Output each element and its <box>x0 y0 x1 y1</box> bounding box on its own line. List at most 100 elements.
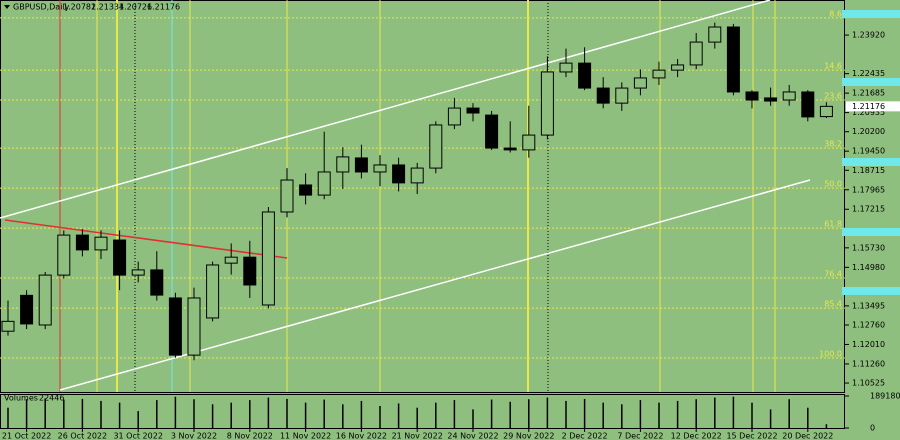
x-tick-label: 2 Dec 2022 <box>562 432 608 440</box>
y-tick-label: 1.18715 <box>852 166 885 175</box>
candle-body <box>57 234 71 276</box>
candle-body <box>373 164 387 173</box>
fib-label: 76.4 <box>824 269 842 278</box>
candle-body <box>429 124 443 169</box>
candle-body <box>336 156 350 173</box>
y-tick-label: 1.10525 <box>852 379 885 388</box>
y-tick-label: 1.12760 <box>852 320 885 329</box>
candle-body <box>280 179 294 213</box>
y-tick-label: 1.20935 <box>852 108 885 117</box>
candle-body <box>689 41 703 66</box>
x-tick-label: 26 Oct 2022 <box>58 432 107 440</box>
candle-body <box>726 26 740 93</box>
x-tick-label: 29 Nov 2022 <box>503 432 554 440</box>
y-tick-label: 1.21685 <box>852 89 885 98</box>
candle-body <box>596 87 610 104</box>
candle-body <box>764 97 778 102</box>
candle-body <box>633 77 647 89</box>
menu-icon <box>4 5 10 9</box>
candle-body <box>317 171 331 196</box>
fib-label: 100.0 <box>819 349 842 358</box>
price-panel-frame <box>0 0 845 393</box>
axis-marker <box>842 78 900 86</box>
candle-body <box>243 256 257 286</box>
x-tick-label: 7 Dec 2022 <box>617 432 663 440</box>
volume-tick-label: 189180 <box>870 392 900 401</box>
y-tick-label: 1.22435 <box>852 69 885 78</box>
axis-marker <box>842 158 900 166</box>
candle-body <box>94 236 108 251</box>
y-tick-label: 1.19450 <box>852 147 885 156</box>
candle-body <box>522 134 536 151</box>
candle-body <box>20 294 34 325</box>
candle-body <box>392 164 406 184</box>
x-tick-label: 31 Oct 2022 <box>113 432 162 440</box>
y-tick-label: 1.12010 <box>852 340 885 349</box>
header-high: 1.21334 <box>91 3 124 12</box>
candle-body <box>113 239 127 276</box>
header-open: 1.20782 <box>63 3 96 12</box>
axis-marker <box>842 10 900 18</box>
candle-body <box>466 107 480 114</box>
y-tick-label: 1.11260 <box>852 359 885 368</box>
candle-body <box>299 184 313 196</box>
candle-body <box>652 69 666 79</box>
fib-label: 61.8 <box>824 220 842 229</box>
x-tick-label: 12 Dec 2022 <box>671 432 722 440</box>
x-tick-label: 20 Dec 2022 <box>782 432 833 440</box>
candles <box>1 22 833 428</box>
y-tick-label: 1.20200 <box>852 127 885 136</box>
current-price-label: 1.21176 <box>852 102 885 111</box>
y-tick-label: 1.15730 <box>852 243 885 252</box>
candle-body <box>410 167 424 184</box>
candle-body <box>1 320 15 332</box>
price-axis: 1.23920 1.22435 1.21685 1.20935 1.20200 1.194… <box>2 10 900 440</box>
y-tick-label: 1.17215 <box>852 205 885 214</box>
volume-label: Volumes <box>4 394 38 403</box>
axis-marker <box>842 228 900 236</box>
candle-body <box>559 62 573 73</box>
current-price-box <box>846 101 900 112</box>
trend-lines <box>0 0 811 391</box>
volume-value: 22446 <box>39 394 64 403</box>
x-tick-label: 11 Nov 2022 <box>280 432 331 440</box>
candle-body <box>819 105 833 118</box>
channel-lower <box>59 179 811 391</box>
candle-body <box>485 114 499 149</box>
x-tick-label: 8 Nov 2022 <box>227 432 273 440</box>
header-close: 1.21176 <box>147 3 180 12</box>
chart-title: GBPUSD,Daily <box>13 3 70 12</box>
candle-body <box>708 26 722 43</box>
y-tick-label: 1.23920 <box>852 31 885 40</box>
candle-body <box>578 62 592 89</box>
axis-marker <box>842 287 900 295</box>
candle-body <box>447 107 461 126</box>
candle-body <box>206 264 220 319</box>
candle-body <box>540 71 554 136</box>
candle-body <box>782 91 796 101</box>
candle-body <box>671 64 685 71</box>
x-tick-label: 15 Dec 2022 <box>726 432 777 440</box>
y-tick-label: 1.14980 <box>852 263 885 272</box>
red-trend-line <box>4 219 288 259</box>
candle-body <box>38 274 52 326</box>
header-low: 1.20726 <box>119 3 152 12</box>
fib-label: 85.4 <box>824 300 842 309</box>
candle-body <box>745 91 759 101</box>
candle-body <box>150 269 164 296</box>
candle-body <box>187 297 201 356</box>
candle-body <box>261 211 275 306</box>
header: GBPUSD,Daily 1.20782 1.21334 1.20726 1.2… <box>4 3 180 403</box>
x-tick-label: 21 Oct 2022 <box>2 432 51 440</box>
fib-label: 14.6 <box>824 62 842 71</box>
candle-body <box>354 157 368 173</box>
fib-label: 50.0 <box>824 180 842 189</box>
fib-label: 8.6 <box>829 9 842 18</box>
fib-label: 38.2 <box>824 140 842 149</box>
candle-body <box>168 297 182 356</box>
candle-body <box>131 269 145 276</box>
channel-upper <box>0 0 771 219</box>
x-tick-label: 3 Nov 2022 <box>171 432 217 440</box>
fib-label: 23.6 <box>824 92 842 101</box>
